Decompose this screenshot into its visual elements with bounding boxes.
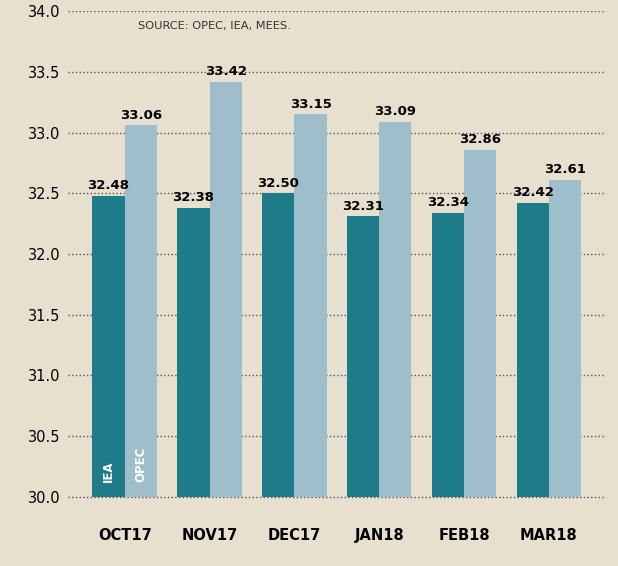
Bar — [177, 208, 210, 497]
Text: 33.15: 33.15 — [290, 98, 331, 111]
Text: 32.31: 32.31 — [342, 200, 384, 213]
Bar — [379, 122, 412, 497]
Text: 32.34: 32.34 — [427, 196, 469, 209]
Text: 33.06: 33.06 — [120, 109, 162, 122]
Bar — [517, 203, 549, 497]
Text: 33.09: 33.09 — [375, 105, 417, 118]
Bar — [262, 194, 294, 497]
Bar — [549, 180, 581, 497]
Bar — [294, 114, 327, 497]
Text: 33.42: 33.42 — [205, 65, 247, 78]
Bar — [210, 82, 242, 497]
Text: 32.61: 32.61 — [544, 164, 586, 177]
Bar — [93, 196, 125, 497]
Text: 32.50: 32.50 — [257, 177, 299, 190]
Bar — [347, 216, 379, 497]
Bar — [432, 213, 464, 497]
Bar — [125, 126, 157, 497]
Text: 32.48: 32.48 — [88, 179, 130, 192]
Text: 32.86: 32.86 — [459, 133, 501, 146]
Text: IEA: IEA — [102, 461, 115, 482]
Text: 32.42: 32.42 — [512, 186, 554, 199]
Text: OPEC: OPEC — [134, 447, 147, 482]
Bar — [464, 149, 496, 497]
Text: SOURCE: OPEC, IEA, MEES.: SOURCE: OPEC, IEA, MEES. — [138, 21, 290, 31]
Text: 32.38: 32.38 — [172, 191, 214, 204]
